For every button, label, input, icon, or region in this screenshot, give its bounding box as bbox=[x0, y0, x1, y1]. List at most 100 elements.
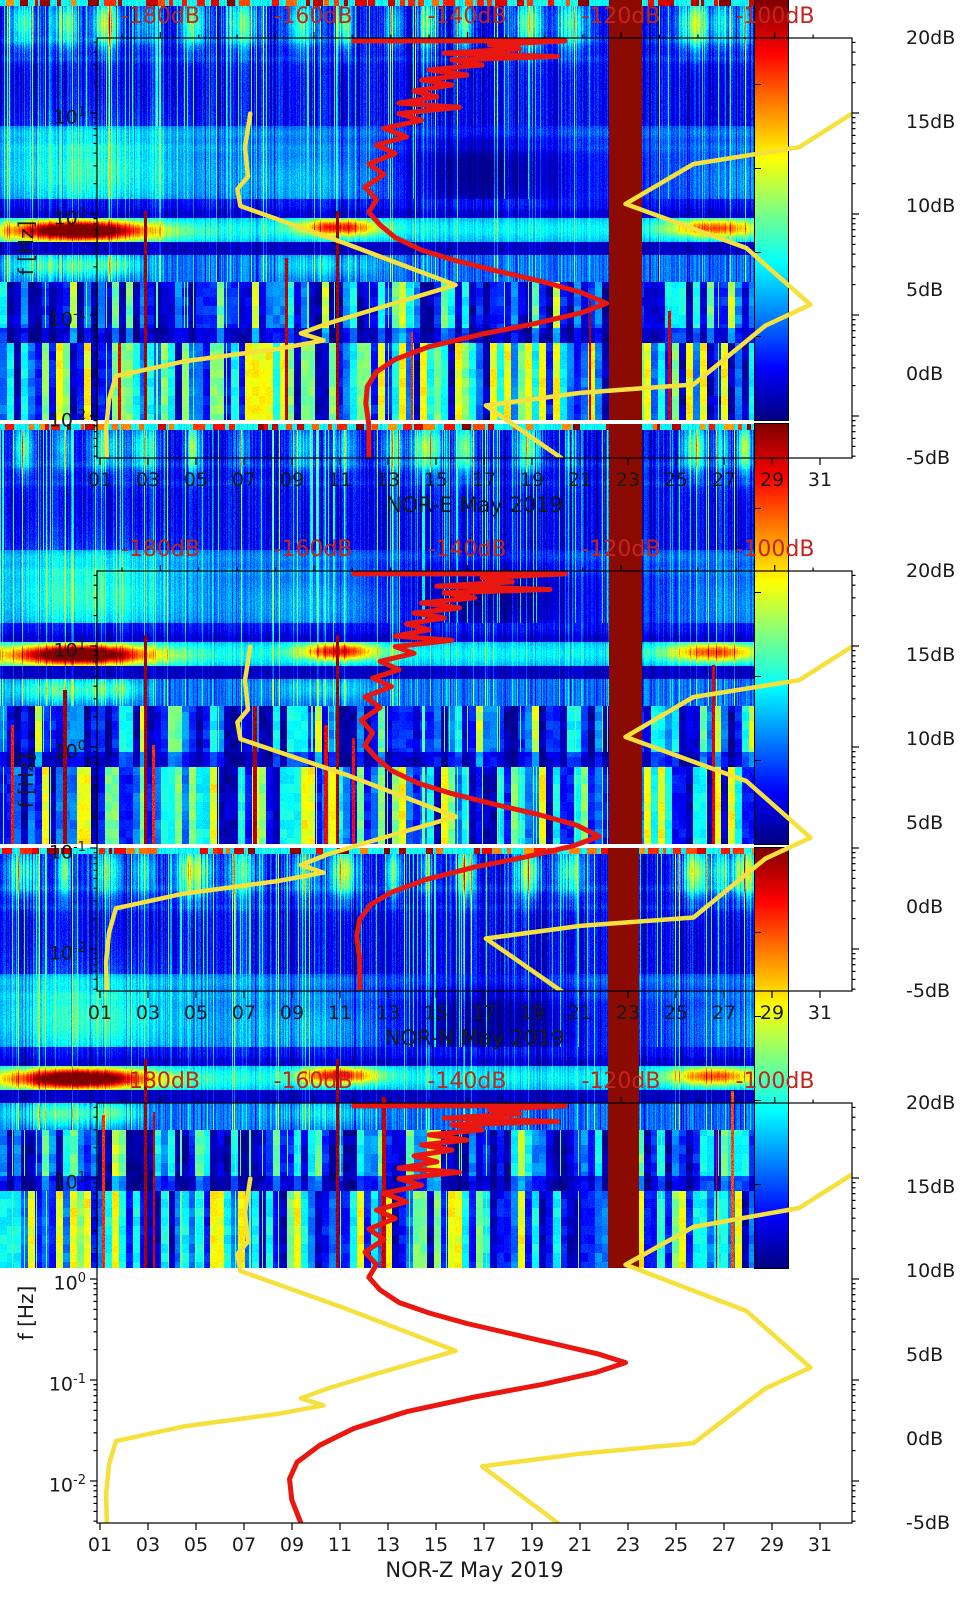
yellow-noise-model-curve-left bbox=[103, 644, 458, 991]
red-psd-curve bbox=[351, 571, 602, 991]
colorbar-tick-label: 15dB bbox=[906, 111, 956, 133]
x-axis-tick-label: 27 bbox=[711, 1534, 737, 1556]
x-axis-tick-label: 25 bbox=[663, 1534, 689, 1556]
colorbar-tick-label: -5dB bbox=[906, 1512, 951, 1534]
top-axis-label: -160dB bbox=[273, 4, 353, 29]
top-axis-label: -120dB bbox=[581, 537, 661, 562]
axes-frame bbox=[90, 32, 859, 465]
panel-title: NOR-E May 2019 bbox=[385, 493, 564, 517]
y-axis-tick-label: 10-1 bbox=[48, 840, 86, 864]
yellow-noise-model-curve-right bbox=[483, 644, 852, 991]
y-axis-tick-label: 100 bbox=[53, 1271, 86, 1295]
x-axis-tick-label: 29 bbox=[759, 469, 785, 491]
colorbar-tick-label: 20dB bbox=[906, 27, 956, 49]
colorbar-tick-label: 5dB bbox=[906, 279, 944, 301]
x-axis-tick-label: 07 bbox=[231, 469, 257, 491]
colorbar bbox=[754, 0, 789, 421]
y-axis-tick-label: 10-2 bbox=[48, 1473, 86, 1497]
colorbar-tick-label: 10dB bbox=[906, 195, 956, 217]
y-axis-tick-label: 101 bbox=[53, 1170, 86, 1194]
x-axis-tick-label: 03 bbox=[135, 1002, 161, 1024]
x-axis-tick-label: 07 bbox=[231, 1534, 257, 1556]
top-axis-label: -140dB bbox=[427, 1069, 507, 1094]
x-axis-tick-label: 13 bbox=[375, 469, 401, 491]
x-axis-tick-label: 23 bbox=[615, 1534, 641, 1556]
colorbar-tick-label: 0dB bbox=[906, 896, 944, 918]
spectrogram-heatmap bbox=[0, 424, 755, 844]
red-psd-curve bbox=[351, 38, 610, 458]
top-axis-label: -180dB bbox=[121, 1069, 200, 1094]
red-psd-curve bbox=[287, 1103, 628, 1523]
colorbar-tick-label: 10dB bbox=[906, 1260, 956, 1282]
colorbar bbox=[754, 423, 789, 845]
overlay-curves bbox=[103, 38, 852, 458]
x-axis-tick-label: 01 bbox=[87, 1002, 113, 1024]
spectrogram-heatmap bbox=[0, 0, 755, 420]
colorbar-tick-label: 20dB bbox=[906, 560, 956, 582]
x-axis-tick-label: 27 bbox=[711, 469, 737, 491]
x-axis-tick-label: 19 bbox=[519, 1534, 545, 1556]
colorbar-tick-label: 0dB bbox=[906, 363, 944, 385]
x-axis-tick-label: 03 bbox=[135, 1534, 161, 1556]
top-axis-label: -100dB bbox=[735, 4, 815, 29]
panel-title: NOR-Z May 2019 bbox=[385, 1558, 564, 1582]
axes-frame bbox=[90, 1097, 859, 1530]
y-axis-tick-label: 100 bbox=[53, 739, 86, 763]
colorbar-tick-label: 5dB bbox=[906, 1344, 944, 1366]
x-axis-tick-label: 29 bbox=[759, 1534, 785, 1556]
x-axis-tick-label: 05 bbox=[183, 469, 209, 491]
y-axis-tick-label: 10-1 bbox=[48, 1372, 86, 1396]
top-axis-label: -100dB bbox=[735, 1069, 815, 1094]
yellow-noise-model-curve-right bbox=[479, 1172, 852, 1523]
panel-title: NOR-N May 2019 bbox=[384, 1026, 565, 1050]
x-axis-tick-label: 01 bbox=[87, 1534, 113, 1556]
colorbar-tick-label: -5dB bbox=[906, 447, 951, 469]
x-axis-tick-label: 17 bbox=[471, 1534, 497, 1556]
top-axis-label: -180dB bbox=[121, 4, 200, 29]
x-axis-tick-label: 31 bbox=[807, 1534, 833, 1556]
x-axis-tick-label: 15 bbox=[423, 1002, 449, 1024]
colorbar-tick-label: 20dB bbox=[906, 1092, 956, 1114]
top-axis-label: -100dB bbox=[735, 537, 815, 562]
x-axis-tick-label: 21 bbox=[567, 1002, 593, 1024]
x-axis-tick-label: 09 bbox=[279, 1534, 305, 1556]
top-axis-label: -160dB bbox=[273, 1069, 353, 1094]
x-axis-tick-label: 11 bbox=[327, 1534, 353, 1556]
spectrogram-heatmap bbox=[0, 848, 755, 1268]
y-axis-tick-label: 100 bbox=[53, 206, 86, 230]
x-axis-tick-label: 05 bbox=[183, 1534, 209, 1556]
colorbar-tick-label: 10dB bbox=[906, 728, 956, 750]
y-axis-label: f [Hz] bbox=[14, 220, 38, 276]
colorbar-tick-label: -5dB bbox=[906, 980, 951, 1002]
x-axis-tick-label: 09 bbox=[279, 469, 305, 491]
x-axis-tick-label: 17 bbox=[471, 469, 497, 491]
axes-frame bbox=[90, 565, 859, 998]
y-axis-tick-label: 10-1 bbox=[48, 307, 86, 331]
x-axis-tick-label: 31 bbox=[807, 469, 833, 491]
x-axis-tick-label: 15 bbox=[423, 469, 449, 491]
x-axis-tick-label: 13 bbox=[375, 1534, 401, 1556]
y-axis-tick-label: 101 bbox=[53, 105, 86, 129]
y-axis-tick-label: 101 bbox=[53, 638, 86, 662]
yellow-noise-model-curve-left bbox=[103, 111, 458, 458]
x-axis-tick-label: 09 bbox=[279, 1002, 305, 1024]
x-axis-tick-label: 01 bbox=[87, 469, 113, 491]
y-axis-tick-label: 10-2 bbox=[48, 408, 86, 432]
yellow-noise-model-curve-left bbox=[103, 1176, 458, 1523]
x-axis-tick-label: 25 bbox=[663, 469, 689, 491]
x-axis-tick-label: 07 bbox=[231, 1002, 257, 1024]
x-axis-tick-label: 25 bbox=[663, 1002, 689, 1024]
x-axis-tick-label: 19 bbox=[519, 469, 545, 491]
x-axis-tick-label: 31 bbox=[807, 1002, 833, 1024]
top-axis-label: -120dB bbox=[581, 4, 661, 29]
colorbar-tick-label: 15dB bbox=[906, 1176, 956, 1198]
x-axis-tick-label: 21 bbox=[567, 1534, 593, 1556]
x-axis-tick-label: 27 bbox=[711, 1002, 737, 1024]
top-axis-label: -140dB bbox=[427, 537, 507, 562]
x-axis-tick-label: 19 bbox=[519, 1002, 545, 1024]
top-axis-label: -120dB bbox=[581, 1069, 661, 1094]
x-axis-tick-label: 29 bbox=[759, 1002, 785, 1024]
colorbar bbox=[754, 847, 789, 1269]
x-axis-tick-label: 17 bbox=[471, 1002, 497, 1024]
